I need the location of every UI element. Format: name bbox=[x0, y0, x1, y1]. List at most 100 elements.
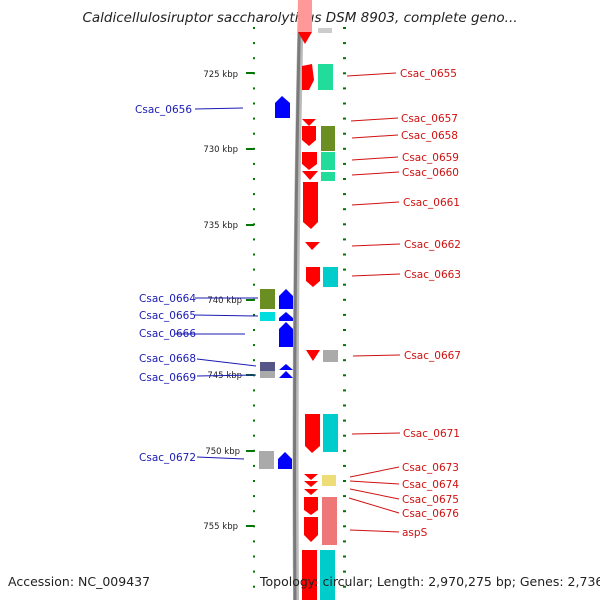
scale-dot bbox=[343, 208, 346, 211]
scale-dot bbox=[343, 540, 346, 543]
gene-arrow-0656 bbox=[275, 96, 290, 118]
reverse-strand-genes bbox=[259, 96, 293, 469]
scale-dot bbox=[253, 162, 255, 165]
gene-block-0660 bbox=[321, 172, 335, 181]
gene-label-csac-0669: Csac_0669 bbox=[139, 372, 196, 384]
gene-arrow-0668 bbox=[279, 364, 293, 370]
scale-dot bbox=[253, 480, 255, 482]
scale-dot bbox=[253, 208, 255, 211]
gene-label-csac-0662: Csac_0662 bbox=[404, 239, 461, 251]
gene-arrow-top-head bbox=[298, 32, 312, 44]
scale-dot bbox=[343, 585, 346, 588]
scale-dot bbox=[253, 238, 255, 241]
gene-arrow-0658 bbox=[302, 126, 316, 146]
scale-dot bbox=[253, 540, 255, 543]
gene-arrow-0666 bbox=[279, 322, 293, 347]
scale-dot bbox=[343, 344, 346, 347]
gene-block-0668 bbox=[260, 362, 275, 371]
scale-dot bbox=[343, 298, 346, 301]
scale-dot bbox=[343, 117, 346, 120]
scale-dot bbox=[253, 193, 255, 196]
gene-arrow-0659 bbox=[302, 152, 317, 170]
scale-dot bbox=[253, 344, 255, 347]
gene-block-0665 bbox=[260, 312, 275, 321]
scale-dot bbox=[343, 178, 346, 180]
gene-arrow-0663 bbox=[306, 267, 320, 287]
scale-dot bbox=[253, 42, 255, 45]
gene-arrow-0671 bbox=[305, 414, 320, 453]
gene-block-0655 bbox=[318, 64, 333, 90]
scale-dot bbox=[253, 359, 255, 362]
right-scale-dots bbox=[343, 27, 346, 588]
gene-arrow-0664 bbox=[279, 289, 293, 309]
gene-block-0664 bbox=[260, 289, 275, 309]
scale-dot bbox=[253, 389, 255, 392]
gene-block-asps bbox=[322, 497, 337, 545]
scale-dot bbox=[253, 464, 255, 467]
scale-dot bbox=[343, 132, 346, 135]
gene-arrow-0669 bbox=[279, 371, 293, 378]
gene-block-0671 bbox=[323, 414, 338, 452]
axis-label-740: 740 kbp bbox=[207, 296, 242, 306]
gene-block-0674 bbox=[322, 475, 336, 486]
scale-dot bbox=[343, 147, 346, 150]
gene-arrow-bottom bbox=[302, 550, 317, 600]
axis-label-735: 735 kbp bbox=[203, 221, 238, 231]
gene-label-csac-0672: Csac_0672 bbox=[139, 452, 196, 464]
gene-label-asps: aspS bbox=[402, 527, 428, 539]
right-gene-labels: Csac_0655 Csac_0657 Csac_0658 Csac_0659 … bbox=[400, 68, 461, 539]
scale-dot bbox=[253, 313, 255, 316]
gene-arrow-0657 bbox=[302, 119, 316, 126]
gene-label-csac-0668: Csac_0668 bbox=[139, 353, 196, 365]
scale-dot bbox=[253, 510, 255, 513]
axis-label-730: 730 kbp bbox=[203, 145, 238, 155]
scale-dot bbox=[343, 464, 346, 467]
scale-dot bbox=[343, 27, 346, 29]
gene-label-csac-0671: Csac_0671 bbox=[403, 428, 460, 440]
gene-label-csac-0667: Csac_0667 bbox=[404, 350, 461, 362]
scale-dot bbox=[253, 585, 255, 588]
gene-arrow-0667 bbox=[306, 350, 320, 361]
scale-dot bbox=[343, 238, 346, 241]
scale-dot bbox=[343, 253, 346, 256]
scale-dot bbox=[343, 525, 346, 528]
gene-arrow-0672 bbox=[278, 452, 292, 469]
genome-backbone bbox=[292, 0, 304, 600]
gene-arrow-0675 bbox=[304, 489, 318, 495]
gene-label-csac-0659: Csac_0659 bbox=[402, 152, 459, 164]
scale-dot bbox=[253, 570, 255, 573]
scale-dot bbox=[253, 555, 255, 558]
scale-dot bbox=[343, 570, 346, 573]
gene-block-bottom bbox=[320, 550, 335, 600]
gene-arrow-0661 bbox=[303, 182, 318, 229]
scale-dot bbox=[253, 132, 255, 135]
gene-arrow-0660 bbox=[302, 171, 318, 180]
scale-dot bbox=[343, 389, 346, 392]
gene-arrow-asps bbox=[304, 517, 318, 542]
scale-dot bbox=[343, 162, 346, 165]
gene-arrow-0665 bbox=[279, 312, 293, 321]
right-leader-lines bbox=[346, 72, 401, 533]
scale-dot bbox=[343, 102, 346, 105]
scale-dot bbox=[253, 27, 255, 29]
gene-label-csac-0666: Csac_0666 bbox=[139, 328, 196, 340]
gene-label-csac-0657: Csac_0657 bbox=[401, 113, 458, 125]
gene-arrow-top bbox=[298, 0, 312, 32]
forward-strand-genes bbox=[298, 0, 338, 600]
topology-text: Topology: circular; Length: 2,970,275 bp… bbox=[260, 574, 600, 589]
left-scale-dots bbox=[253, 27, 255, 588]
scale-dot bbox=[253, 102, 255, 105]
gene-label-csac-0656: Csac_0656 bbox=[135, 104, 192, 116]
scale-dot bbox=[253, 434, 255, 437]
gene-label-csac-0674: Csac_0674 bbox=[402, 479, 459, 491]
scale-dot bbox=[343, 404, 346, 407]
scale-dot bbox=[343, 87, 346, 90]
scale-dot bbox=[253, 117, 255, 120]
scale-dot bbox=[343, 329, 346, 331]
gene-label-csac-0665: Csac_0665 bbox=[139, 310, 196, 322]
scale-dot bbox=[253, 253, 255, 256]
gene-block-0669 bbox=[260, 371, 275, 378]
scale-dot bbox=[343, 193, 346, 196]
accession-text: Accession: NC_009437 bbox=[8, 574, 151, 589]
